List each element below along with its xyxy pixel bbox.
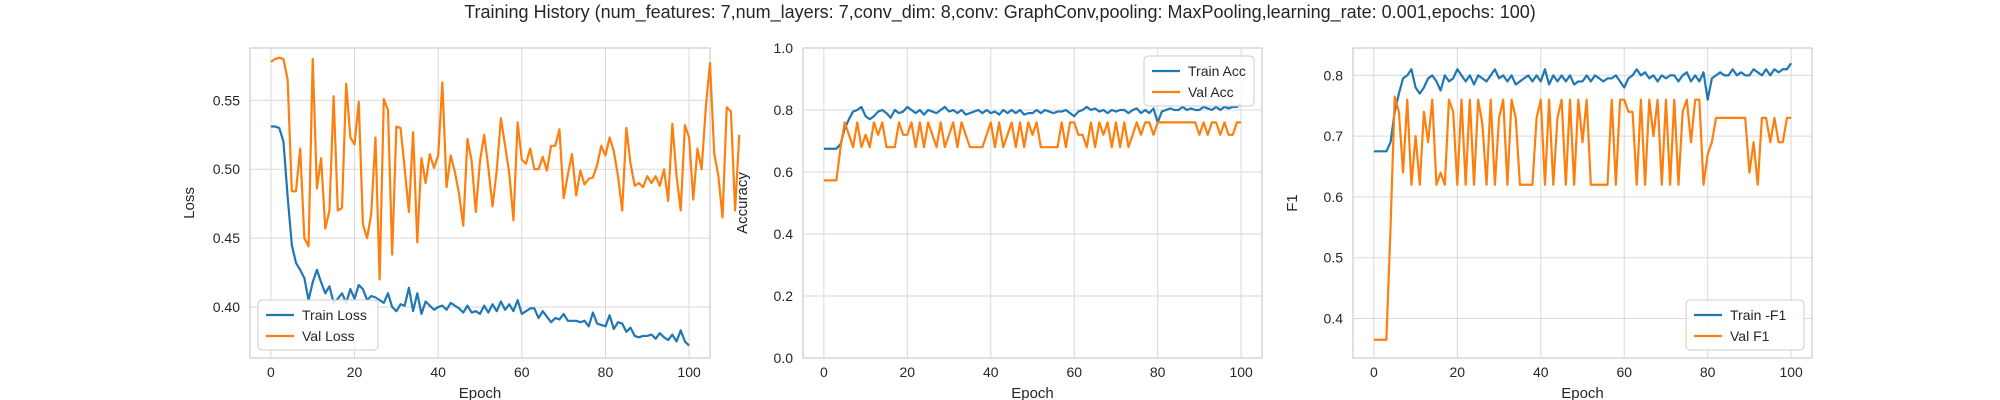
- accuracy-ytick-label: 1.0: [774, 40, 794, 56]
- f1-chart: 0 20 40 60 80 100 0.4 0.5 0.6 0.7 0.8 Epoch F1 Train …: [1284, 47, 1813, 400]
- loss-xtick-label: 100: [677, 364, 701, 380]
- accuracy-xtick-label: 0: [820, 364, 828, 380]
- loss-ytick-label: 0.50: [213, 161, 240, 177]
- f1-ytick-label: 0.7: [1324, 128, 1344, 144]
- loss-xtick-label: 0: [267, 364, 275, 380]
- f1-xaxis-label: Epoch: [1561, 385, 1604, 400]
- accuracy-legend-box: [1143, 55, 1255, 107]
- f1-legend-box: [1685, 299, 1805, 351]
- f1-yaxis-label: F1: [1284, 194, 1301, 212]
- f1-legend-label-val: Val F1: [1730, 328, 1770, 344]
- accuracy-legend-label-train: Train Acc: [1188, 63, 1246, 79]
- f1-ytick-label: 0.4: [1324, 310, 1344, 326]
- f1-xtick-label: 80: [1700, 364, 1716, 380]
- f1-ytick-label: 0.8: [1324, 67, 1344, 83]
- accuracy-ytick-label: 0.2: [774, 288, 794, 304]
- loss-xtick-label: 40: [430, 364, 446, 380]
- accuracy-legend: Train Acc Val Acc: [1143, 55, 1255, 107]
- loss-xaxis-label: Epoch: [459, 385, 502, 400]
- accuracy-val-series-line: [823, 121, 1242, 182]
- f1-xtick-label: 60: [1616, 364, 1632, 380]
- f1-axes-frame: [1352, 47, 1813, 359]
- accuracy-chart: 0 20 40 60 80 100 0.0 0.2 0.4 0.6 0.8 1.0 Epoch Accur…: [734, 40, 1263, 400]
- loss-yaxis-label: Loss: [181, 187, 198, 219]
- loss-chart: 0 20 40 60 80 100 0.40 0.45 0.50 0.55 Epoch Loss Tra…: [181, 47, 741, 400]
- accuracy-xtick-label: 40: [983, 364, 999, 380]
- loss-ytick-label: 0.40: [213, 299, 240, 315]
- loss-ytick-label: 0.55: [213, 92, 240, 108]
- f1-legend: Train -F1 Val F1: [1685, 299, 1805, 351]
- accuracy-ytick-label: 0.8: [774, 102, 794, 118]
- loss-train-series-line: [270, 125, 690, 347]
- f1-xtick-label: 20: [1450, 364, 1466, 380]
- accuracy-legend-label-val: Val Acc: [1188, 84, 1234, 100]
- f1-val-series-line: [1373, 95, 1792, 341]
- f1-train-series-line: [1373, 62, 1793, 153]
- figure-title: Training History (num_features: 7,num_la…: [464, 2, 1536, 22]
- f1-xtick-label: 40: [1533, 364, 1549, 380]
- accuracy-yaxis-label: Accuracy: [734, 172, 751, 234]
- f1-ytick-label: 0.6: [1324, 189, 1344, 205]
- loss-legend-label-train: Train Loss: [302, 307, 367, 323]
- accuracy-xtick-label: 100: [1229, 364, 1253, 380]
- loss-val-series-line: [270, 56, 741, 281]
- accuracy-xaxis-label: Epoch: [1011, 385, 1054, 400]
- f1-xtick-label: 0: [1370, 364, 1378, 380]
- accuracy-train-series-line: [823, 102, 1242, 150]
- accuracy-xtick-label: 80: [1150, 364, 1166, 380]
- loss-legend-box: [257, 299, 379, 351]
- loss-ytick-label: 0.45: [213, 230, 240, 246]
- f1-xtick-label: 100: [1779, 364, 1803, 380]
- loss-legend-label-val: Val Loss: [302, 328, 355, 344]
- f1-legend-label-train: Train -F1: [1730, 307, 1786, 323]
- loss-axes-frame: [249, 47, 711, 359]
- accuracy-ytick-label: 0.4: [774, 226, 794, 242]
- accuracy-ytick-label: 0.0: [774, 350, 794, 366]
- accuracy-xtick-label: 20: [900, 364, 916, 380]
- loss-xtick-label: 60: [514, 364, 530, 380]
- accuracy-ytick-label: 0.6: [774, 164, 794, 180]
- accuracy-axes-frame: [802, 47, 1263, 359]
- accuracy-xtick-label: 60: [1066, 364, 1082, 380]
- loss-legend: Train Loss Val Loss: [257, 299, 379, 351]
- f1-ytick-label: 0.5: [1324, 250, 1344, 266]
- loss-xtick-label: 20: [347, 364, 363, 380]
- loss-xtick-label: 80: [598, 364, 614, 380]
